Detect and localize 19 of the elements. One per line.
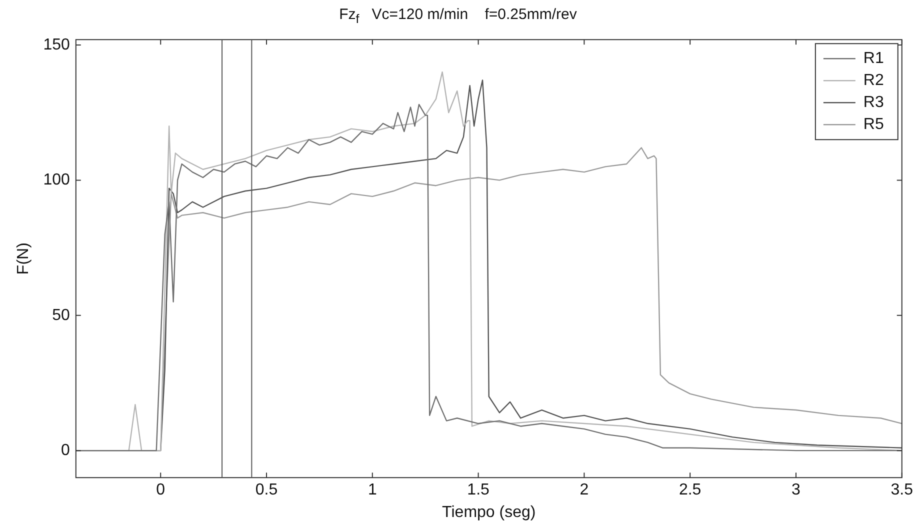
chart-title: Fz$_{f}$ Vc=120 m/min f=0.25mm/rev — [338, 6, 578, 26]
y-tick-label: 50 — [52, 306, 70, 324]
x-tick-label: 3 — [792, 482, 801, 499]
legend-label: R5 — [863, 116, 884, 134]
legend-label: R3 — [863, 94, 884, 112]
x-tick-label: 0.5 — [255, 482, 278, 499]
x-tick-label: 2.5 — [678, 482, 702, 499]
x-tick-label: 1.5 — [467, 482, 490, 499]
x-tick-label: 1 — [368, 482, 377, 499]
legend-label: R2 — [863, 72, 884, 90]
legend-label: R1 — [863, 50, 884, 68]
y-axis-title: F(N) — [15, 242, 32, 275]
x-tick-label: 3.5 — [890, 482, 914, 499]
y-tick-label: 100 — [43, 172, 70, 189]
x-tick-label: 2 — [580, 482, 589, 499]
y-tick-label: 150 — [43, 36, 70, 54]
x-tick-label: 0 — [156, 482, 166, 499]
x-axis-title: Tiempo (seg) — [442, 504, 536, 521]
y-tick-label: 0 — [60, 442, 70, 459]
